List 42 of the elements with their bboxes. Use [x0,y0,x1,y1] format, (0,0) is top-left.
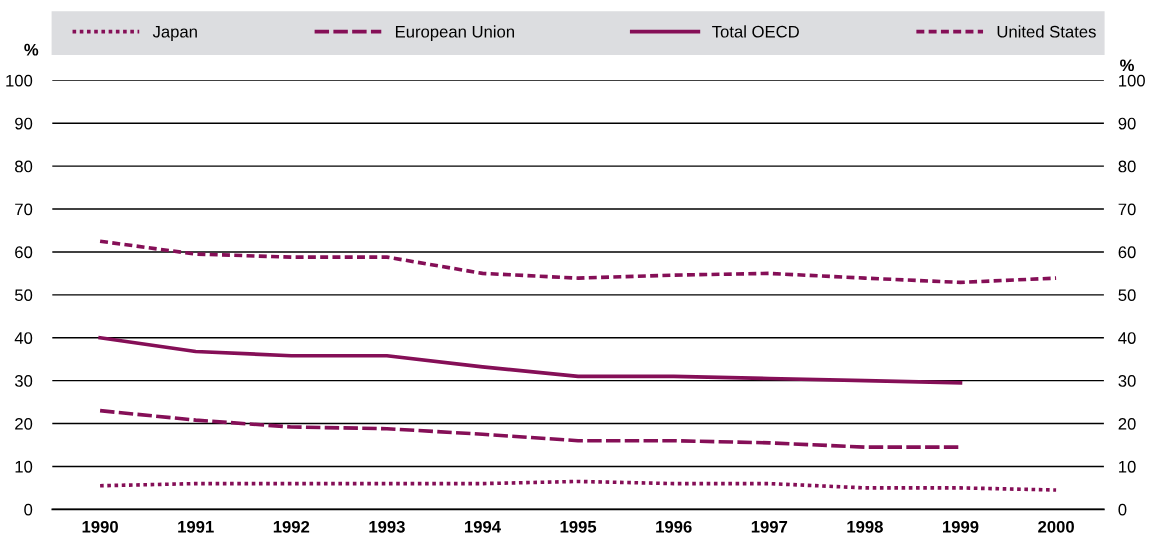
x-tick-label: 2000 [1038,520,1074,533]
y-tick-label: 80 [15,160,33,173]
y-tick-label: 10 [15,460,33,473]
y2-tick-label: 20 [1118,417,1136,430]
y2-axis-title: % [1120,59,1135,72]
y2-tick-label: 70 [1118,203,1136,216]
y-tick-label: 0 [24,503,33,516]
legend-label: Total OECD [712,25,799,38]
legend-label: European Union [395,25,514,41]
y2-tick-label: 50 [1118,289,1136,302]
x-tick-label: 1996 [656,520,692,533]
legend-label: Japan [152,25,197,41]
legend-label: United States [997,25,1096,38]
y2-tick-label: 0 [1118,503,1127,516]
x-tick-label: 1995 [560,520,597,533]
y2-tick-label: 80 [1118,160,1136,173]
x-tick-label: 1990 [82,520,118,533]
y2-tick-label: 40 [1118,332,1136,344]
y-tick-label: 30 [14,375,33,387]
line-series [98,239,1058,285]
y-tick-label: 70 [15,203,33,216]
y-tick-label: 20 [15,417,33,430]
y-tick-label: 90 [15,117,33,130]
y-tick-label: 100 [6,74,33,87]
y-tick-label: 60 [15,246,33,259]
x-tick-label: 1999 [943,520,979,533]
x-tick-label: 1998 [847,520,883,533]
line-series [98,479,1058,492]
y2-tick-label: 10 [1119,460,1136,473]
x-tick-label: 1994 [465,520,501,533]
x-tick-label: 1992 [273,520,310,533]
x-tick-label: 1993 [369,520,405,533]
line-series [98,335,963,385]
y2-tick-label: 90 [1118,117,1136,130]
y-tick-label: 40 [14,332,33,344]
x-tick-label: 1991 [178,520,214,533]
y2-tick-label: 30 [1118,375,1136,387]
y2-tick-label: 100 [1119,74,1145,87]
y-tick-label: 50 [14,289,33,302]
y-axis-title: % [24,43,39,56]
x-tick-label: 1997 [751,520,788,533]
y2-tick-label: 60 [1118,246,1136,259]
